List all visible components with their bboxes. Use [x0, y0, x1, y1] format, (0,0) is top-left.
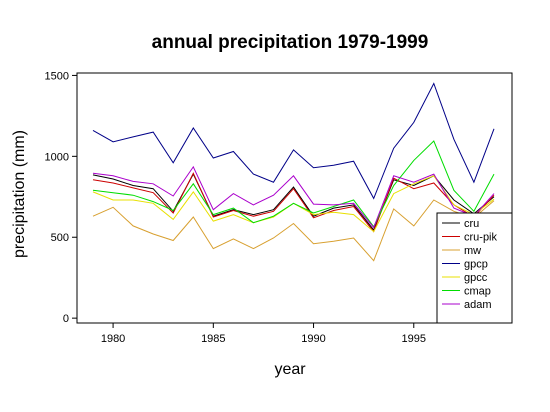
series-group: [92, 82, 495, 262]
series-line-cru-pik: [92, 172, 495, 233]
y-tick-label: 1500: [45, 70, 69, 82]
legend-label: cru: [464, 218, 479, 230]
legend-label: cru-pik: [464, 232, 498, 244]
y-tick-label: 1000: [45, 151, 69, 163]
x-tick-label: 1980: [101, 333, 125, 345]
plot-frame: [76, 72, 513, 324]
series-line-mw: [92, 199, 495, 262]
legend-label: gpcc: [464, 272, 488, 284]
series-line-gpcp: [92, 82, 495, 200]
legend-box: [436, 212, 513, 324]
series-line-cru: [92, 172, 495, 231]
y-axis-label: precipitation (mm): [11, 130, 28, 258]
legend-label: cmap: [464, 286, 491, 298]
legend-label: adam: [464, 299, 492, 311]
x-axis-label: year: [274, 361, 306, 378]
y-tick-label: 500: [51, 232, 69, 244]
chart-title: annual precipitation 1979-1999: [152, 32, 429, 53]
y-tick-label: 0: [63, 313, 69, 325]
x-tick-label: 1985: [201, 333, 225, 345]
x-tick-label: 1990: [301, 333, 325, 345]
legend-label: mw: [464, 245, 481, 257]
legend-label: gpcp: [464, 259, 488, 271]
series-line-cmap: [92, 140, 495, 228]
x-tick-label: 1995: [402, 333, 426, 345]
axes: 1980 1985 1990 1995 0 500 1000 1500: [45, 70, 427, 345]
series-line-adam: [92, 165, 495, 229]
